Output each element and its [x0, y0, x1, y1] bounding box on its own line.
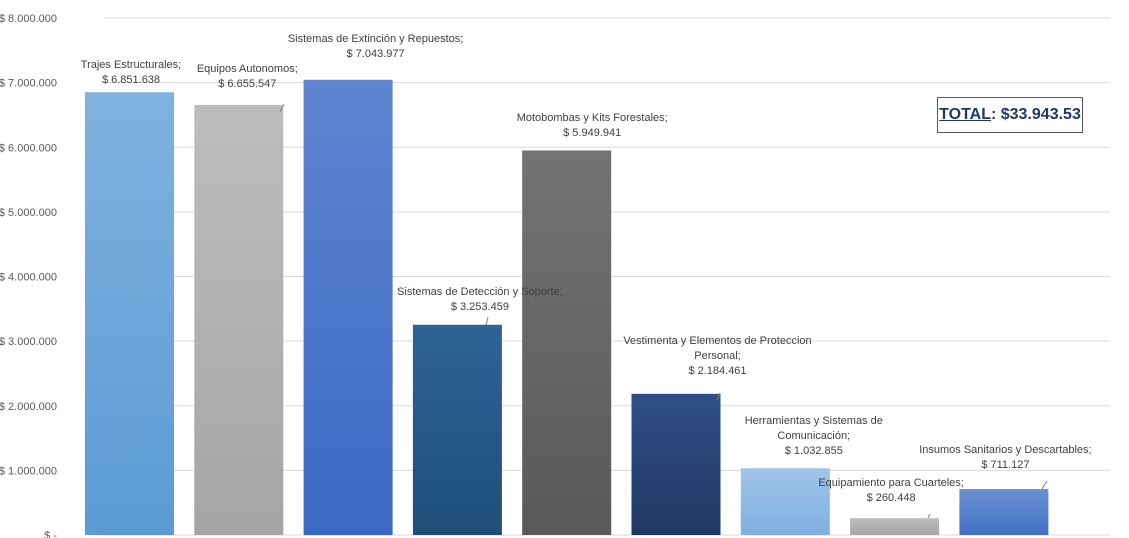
total-value: : $33.943.53	[990, 106, 1081, 123]
data-label-value: $ 6.655.547	[218, 78, 276, 90]
bar	[194, 104, 284, 535]
data-labels: Trajes Estructurales; $ 6.851.638 Equipos …	[81, 33, 1092, 504]
data-label-category: Insumos Sanitarios y Descartables;	[919, 444, 1091, 456]
y-tick-label: $ 3.000.000	[0, 336, 57, 348]
y-tick-label: $ 4.000.000	[0, 272, 57, 284]
y-tick-label: $ 1.000.000	[0, 465, 57, 477]
data-label-category: Equipos Autonomos;	[197, 63, 298, 75]
data-label-value: $ 2.184.461	[688, 365, 746, 377]
data-label-value: $ 7.043.977	[347, 48, 405, 60]
bar	[412, 324, 502, 535]
y-tick-label: $ -	[44, 530, 57, 538]
y-tick-label: $ 7.000.000	[0, 78, 57, 90]
data-label-category: Sistemas de Extinción y Repuestos;	[288, 33, 463, 45]
bar	[850, 518, 940, 535]
y-axis-tick-labels: $ - $ 1.000.000 $ 2.000.000 $ 3.000.000 $ 4.…	[0, 13, 57, 538]
data-label-value: $ 260.448	[867, 492, 916, 504]
data-label-category: Herramientas y Sistemas de	[745, 415, 883, 427]
bar	[522, 150, 612, 536]
y-tick-label: $ 5.000.000	[0, 207, 57, 219]
y-tick-label: $ 8.000.000	[0, 13, 57, 25]
leader-line	[716, 392, 721, 401]
total-label: TOTAL	[939, 106, 991, 123]
data-label-category: Sistemas de Detección y Soporte;	[397, 286, 563, 298]
data-label-value: $ 711.127	[981, 459, 1029, 471]
data-label-value: $ 3.253.459	[451, 301, 509, 313]
leader-line	[927, 513, 931, 519]
data-label-value: $ 6.851.638	[102, 74, 160, 86]
leader-line	[279, 103, 285, 113]
leader-line	[485, 316, 489, 326]
bar	[631, 393, 721, 535]
data-label-category: Personal;	[694, 350, 740, 362]
data-label-category: Vestimenta y Elementos de Proteccion	[623, 335, 811, 347]
label-leader-lines	[279, 103, 1048, 519]
leader-line	[1041, 480, 1048, 490]
total-box: TOTAL: $33.943.53	[937, 97, 1083, 133]
y-tick-label: $ 6.000.000	[0, 142, 57, 154]
bar	[85, 92, 174, 535]
y-tick-label: $ 2.000.000	[0, 401, 57, 413]
bar	[303, 79, 393, 535]
data-label-category: Equipamiento para Cuarteles;	[818, 477, 964, 489]
data-label-category: Trajes Estructurales;	[81, 59, 181, 71]
bar	[740, 468, 830, 535]
data-label-category: Comunicación;	[777, 430, 850, 442]
bar	[959, 489, 1049, 535]
data-label-value: $ 5.949.941	[563, 127, 621, 139]
data-label-category: Motobombas y Kits Forestales;	[517, 112, 668, 124]
bars	[85, 79, 1049, 536]
data-label-value: $ 1.032.855	[785, 445, 843, 457]
